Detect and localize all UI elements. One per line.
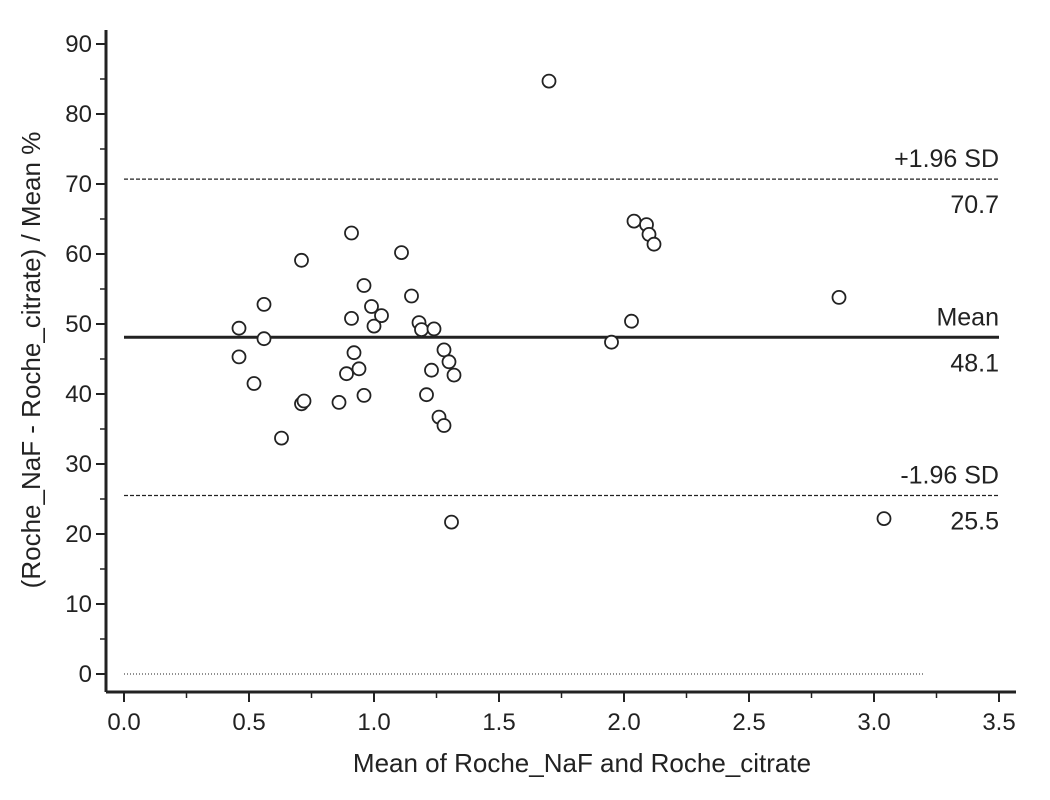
axes: 0 10 20 30 40 50 60 70 80 90 0.0 0.5 1.0 1.5 2.0 2.5 3.0… bbox=[65, 30, 1016, 736]
y-tick-label: 60 bbox=[65, 241, 92, 268]
data-point bbox=[541, 73, 557, 89]
data-point bbox=[366, 318, 382, 334]
data-point bbox=[351, 361, 367, 377]
data-point bbox=[876, 511, 892, 526]
data-point bbox=[374, 308, 389, 324]
x-tick-label: 2.5 bbox=[732, 709, 765, 736]
data-point bbox=[231, 320, 247, 336]
x-tick-label: 0.5 bbox=[232, 709, 265, 736]
data-point bbox=[256, 331, 272, 347]
data-point bbox=[446, 367, 462, 383]
data-point bbox=[344, 310, 359, 326]
data-point bbox=[404, 288, 419, 304]
x-tick-label: 3.5 bbox=[982, 709, 1015, 736]
x-tick-label: 1.5 bbox=[482, 709, 515, 736]
x-axis-title: Mean of Roche_NaF and Roche_citrate bbox=[353, 748, 811, 778]
data-point bbox=[646, 236, 662, 252]
x-tick-label: 1.0 bbox=[357, 709, 390, 736]
data-point bbox=[444, 514, 459, 530]
data-point bbox=[424, 362, 439, 378]
upper-value-label: 70.7 bbox=[950, 191, 999, 219]
data-point bbox=[294, 252, 309, 268]
data-point bbox=[414, 322, 429, 338]
data-point bbox=[346, 345, 362, 361]
data-point bbox=[331, 394, 347, 410]
data-point bbox=[426, 321, 442, 337]
lower-label: -1.96 SD bbox=[900, 462, 999, 490]
y-tick-label: 10 bbox=[65, 591, 92, 618]
data-point bbox=[441, 354, 457, 370]
data-point bbox=[339, 366, 354, 382]
x-tick-label: 2.0 bbox=[607, 709, 640, 736]
mean-value-label: 48.1 bbox=[950, 349, 999, 377]
lower-value-label: 25.5 bbox=[950, 508, 999, 536]
data-point bbox=[246, 376, 262, 391]
y-tick-label: 30 bbox=[65, 451, 92, 478]
data-point bbox=[626, 213, 642, 229]
mean-label: Mean bbox=[936, 303, 999, 331]
x-tick-label: 0.0 bbox=[107, 709, 140, 736]
data-point bbox=[231, 349, 247, 365]
data-points bbox=[231, 73, 892, 530]
y-tick-label: 0 bbox=[79, 661, 92, 688]
upper-label: +1.96 SD bbox=[894, 145, 999, 173]
data-point bbox=[436, 418, 452, 433]
y-axis-title: (Roche_NaF - Roche_citrate) / Mean % bbox=[16, 132, 46, 589]
data-point bbox=[274, 430, 289, 446]
x-tick-label: 3.0 bbox=[857, 709, 890, 736]
y-tick-label: 50 bbox=[65, 311, 92, 338]
data-point bbox=[356, 387, 372, 403]
data-point bbox=[256, 296, 272, 312]
data-point bbox=[364, 299, 379, 314]
data-point bbox=[419, 387, 434, 403]
y-tick-label: 90 bbox=[65, 31, 92, 58]
data-point bbox=[344, 225, 359, 241]
y-tick-label: 80 bbox=[65, 101, 92, 128]
data-point bbox=[831, 289, 847, 305]
data-point bbox=[296, 393, 312, 409]
data-point bbox=[356, 278, 372, 293]
y-tick-label: 70 bbox=[65, 171, 92, 198]
data-point bbox=[394, 245, 409, 261]
y-tick-label: 20 bbox=[65, 521, 92, 548]
reference-lines bbox=[124, 178, 999, 675]
y-tick-label: 40 bbox=[65, 381, 92, 408]
data-point bbox=[604, 334, 619, 350]
reference-labels: +1.96 SD 70.7 Mean 48.1 -1.96 SD 25.5 bbox=[894, 145, 999, 535]
data-point bbox=[624, 313, 639, 329]
